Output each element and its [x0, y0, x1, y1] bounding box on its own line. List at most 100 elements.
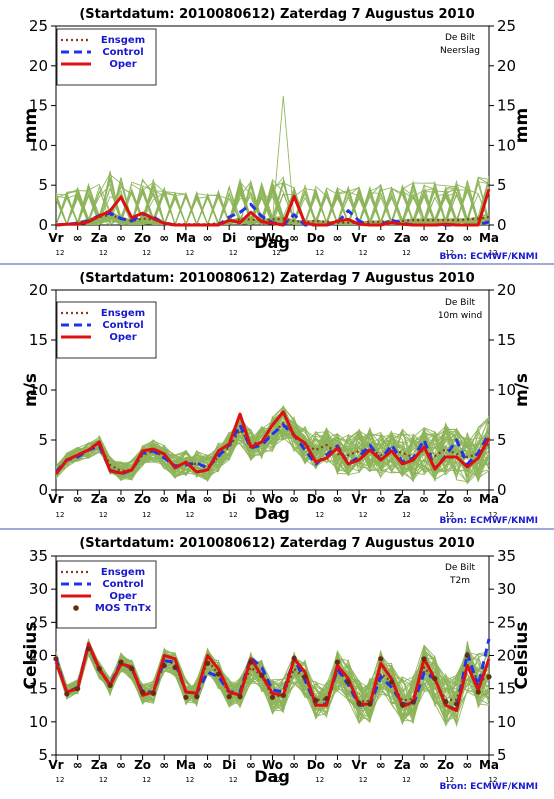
mos-point	[107, 682, 113, 688]
x-hour-label: 12	[142, 776, 151, 784]
x-hour-label: 12	[402, 776, 411, 784]
y-tick-label-left: 15	[29, 97, 48, 115]
x-day-label: ∞	[462, 492, 472, 506]
mos-point	[486, 674, 492, 680]
mos-point	[204, 660, 211, 667]
x-day-label: ∞	[203, 492, 213, 506]
mos-point	[356, 700, 362, 706]
x-day-label: Vr	[351, 492, 366, 506]
legend-entry: Ensgem	[101, 35, 145, 46]
mos-point	[150, 690, 157, 696]
legend-entry: Ensgem	[101, 308, 145, 319]
y-tick-label-right: 15	[497, 331, 516, 349]
x-hour-label: 12	[56, 511, 65, 519]
x-day-label: ∞	[203, 758, 213, 772]
x-hour-label: 12	[359, 249, 368, 257]
mos-point	[215, 671, 221, 677]
ensemble-member-line	[56, 420, 489, 481]
x-day-label: Za	[394, 758, 411, 772]
y-tick-label-left: 10	[29, 713, 48, 731]
mos-point	[96, 666, 102, 672]
mos-point	[367, 701, 373, 707]
x-day-label: ∞	[203, 231, 213, 245]
x-day-label: Zo	[437, 231, 454, 245]
x-axis-label: Dag	[254, 504, 290, 523]
variable-label: Neerslag	[440, 46, 480, 56]
legend-entry: Oper	[109, 332, 136, 343]
x-hour-label: 12	[315, 511, 324, 519]
location-label: De Bilt	[445, 563, 476, 573]
x-day-label: Zo	[437, 758, 454, 772]
x-day-label: Ma	[479, 231, 499, 245]
y-tick-label-left: 10	[29, 136, 48, 154]
x-day-label: Vr	[48, 231, 63, 245]
x-hour-label: 12	[402, 511, 411, 519]
legend-box	[56, 301, 157, 359]
chart-title: (Startdatum: 2010080612) Zaterdag 7 Augu…	[79, 271, 474, 286]
source-label: Bron: ECMWF/KNMI	[439, 782, 538, 792]
x-day-label: Do	[307, 231, 325, 245]
mos-point	[118, 659, 124, 665]
y-tick-label-right: 30	[497, 580, 516, 598]
mos-point	[410, 699, 416, 705]
mos-point	[475, 689, 481, 695]
y-axis-label-right: m/s	[512, 373, 532, 407]
x-day-label: ∞	[73, 758, 83, 772]
y-tick-label-right: 25	[497, 613, 516, 631]
x-day-label: Ma	[176, 758, 196, 772]
chart-title: (Startdatum: 2010080612) Zaterdag 7 Augu…	[79, 7, 474, 22]
x-day-label: ∞	[73, 231, 83, 245]
mos-point	[432, 676, 438, 682]
ensemble-members	[56, 95, 489, 225]
x-hour-label: 12	[185, 511, 194, 519]
x-day-label: Ma	[479, 492, 499, 506]
mos-point	[226, 694, 232, 700]
y-tick-label-right: 0	[497, 216, 507, 234]
x-day-label: Vr	[48, 492, 63, 506]
variable-label: T2m	[449, 576, 470, 586]
x-day-label: Di	[222, 492, 236, 506]
y-tick-label-left: 25	[29, 613, 48, 631]
x-day-label: ∞	[246, 231, 256, 245]
x-day-label: ∞	[246, 492, 256, 506]
y-tick-label-right: 25	[497, 17, 516, 35]
x-day-label: Zo	[134, 758, 151, 772]
x-day-label: ∞	[159, 758, 169, 772]
y-tick-label-left: 20	[29, 57, 48, 75]
x-hour-label: 12	[272, 249, 281, 257]
x-hour-label: 12	[489, 776, 498, 784]
mos-point	[129, 666, 135, 672]
mos-point	[194, 694, 200, 700]
location-label: De Bilt	[445, 298, 476, 308]
y-axis-label-right: mm	[512, 108, 532, 143]
x-day-label: ∞	[332, 758, 342, 772]
x-hour-label: 12	[56, 776, 65, 784]
y-tick-label-left: 0	[38, 216, 48, 234]
y-tick-label-right: 15	[497, 97, 516, 115]
x-day-label: ∞	[376, 758, 386, 772]
mos-point	[172, 664, 178, 671]
legend-entry: Oper	[109, 59, 136, 70]
y-axis-label-left: mm	[21, 108, 41, 143]
y-tick-label-left: 35	[29, 547, 48, 565]
x-day-label: Vr	[351, 231, 366, 245]
mos-point	[75, 686, 81, 692]
x-day-label: ∞	[376, 492, 386, 506]
x-day-label: Zo	[134, 231, 151, 245]
x-hour-label: 12	[315, 776, 324, 784]
mos-point	[269, 694, 276, 700]
x-day-label: Ma	[176, 492, 196, 506]
y-axis-label-left: Celsius	[21, 622, 41, 690]
x-day-label: Ma	[176, 231, 196, 245]
x-hour-label: 12	[315, 249, 324, 257]
x-hour-label: 12	[142, 511, 151, 519]
x-day-label: ∞	[159, 231, 169, 245]
x-day-label: ∞	[462, 758, 472, 772]
y-tick-label-right: 10	[497, 136, 516, 154]
mos-point	[161, 662, 167, 669]
y-tick-label-left: 30	[29, 580, 48, 598]
legend-entry: Ensgem	[101, 567, 145, 578]
mos-point	[313, 698, 319, 704]
